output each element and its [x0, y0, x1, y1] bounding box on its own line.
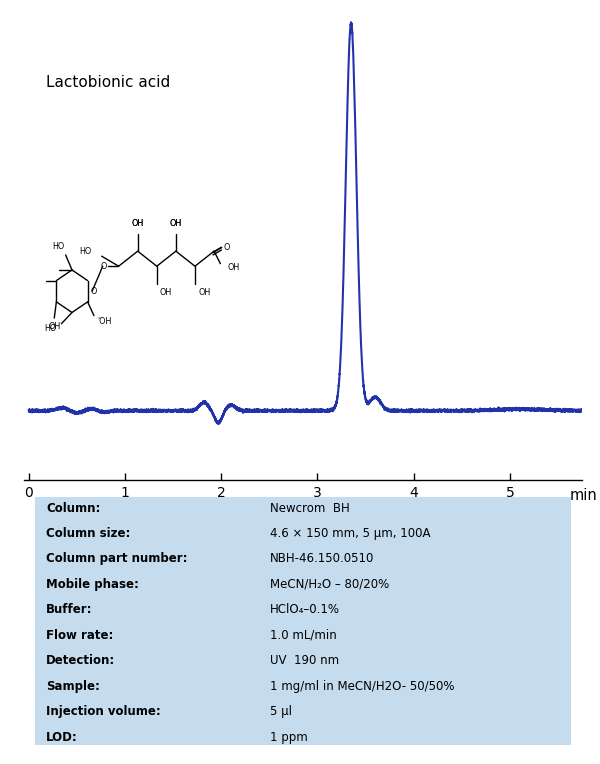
FancyBboxPatch shape [35, 497, 571, 746]
Text: Detection:: Detection: [46, 654, 116, 667]
Text: Lactobionic acid: Lactobionic acid [46, 76, 170, 90]
Text: 1 mg/ml in MeCN/H2O- 50/50%: 1 mg/ml in MeCN/H2O- 50/50% [269, 680, 454, 693]
Text: Column part number:: Column part number: [46, 552, 188, 565]
Text: Column size:: Column size: [46, 527, 131, 540]
Text: HClO₄–0.1%: HClO₄–0.1% [269, 604, 340, 617]
Text: LOD:: LOD: [46, 730, 78, 743]
Text: Buffer:: Buffer: [46, 604, 93, 617]
Text: Flow rate:: Flow rate: [46, 629, 113, 642]
Text: Sample:: Sample: [46, 680, 100, 693]
Text: Newcrom  BH: Newcrom BH [269, 501, 349, 514]
Text: min: min [569, 488, 597, 503]
Text: UV  190 nm: UV 190 nm [269, 654, 338, 667]
Text: MeCN/H₂O – 80/20%: MeCN/H₂O – 80/20% [269, 578, 389, 591]
Text: 1 ppm: 1 ppm [269, 730, 307, 743]
Text: Mobile phase:: Mobile phase: [46, 578, 139, 591]
Text: 4.6 × 150 mm, 5 μm, 100A: 4.6 × 150 mm, 5 μm, 100A [269, 527, 430, 540]
Text: NBH-46.150.0510: NBH-46.150.0510 [269, 552, 374, 565]
Text: Injection volume:: Injection volume: [46, 705, 161, 718]
Text: 1.0 mL/min: 1.0 mL/min [269, 629, 336, 642]
Text: 5 μl: 5 μl [269, 705, 292, 718]
Text: Column:: Column: [46, 501, 101, 514]
